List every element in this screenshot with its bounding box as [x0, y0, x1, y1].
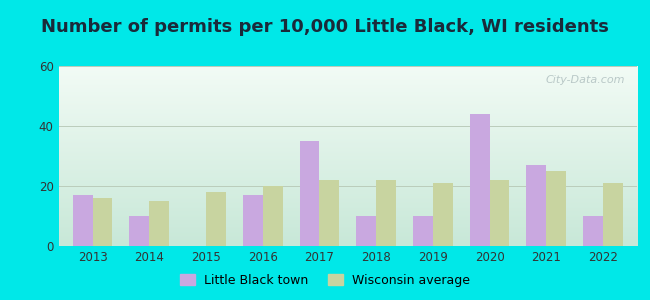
Bar [206, 192, 226, 246]
Bar [413, 216, 433, 246]
Bar [92, 198, 112, 246]
Bar [546, 171, 566, 246]
Bar [583, 216, 603, 246]
Bar [526, 165, 546, 246]
Text: Number of permits per 10,000 Little Black, WI residents: Number of permits per 10,000 Little Blac… [41, 18, 609, 36]
Bar [300, 141, 319, 246]
Bar [150, 201, 169, 246]
Bar [129, 216, 150, 246]
Bar [356, 216, 376, 246]
Legend: Little Black town, Wisconsin average: Little Black town, Wisconsin average [176, 270, 474, 291]
Bar [319, 180, 339, 246]
Bar [376, 180, 396, 246]
Bar [489, 180, 510, 246]
Bar [433, 183, 452, 246]
Bar [603, 183, 623, 246]
Bar [470, 114, 489, 246]
Bar [243, 195, 263, 246]
Text: City-Data.com: City-Data.com [546, 75, 625, 85]
Bar [73, 195, 92, 246]
Bar [263, 186, 283, 246]
